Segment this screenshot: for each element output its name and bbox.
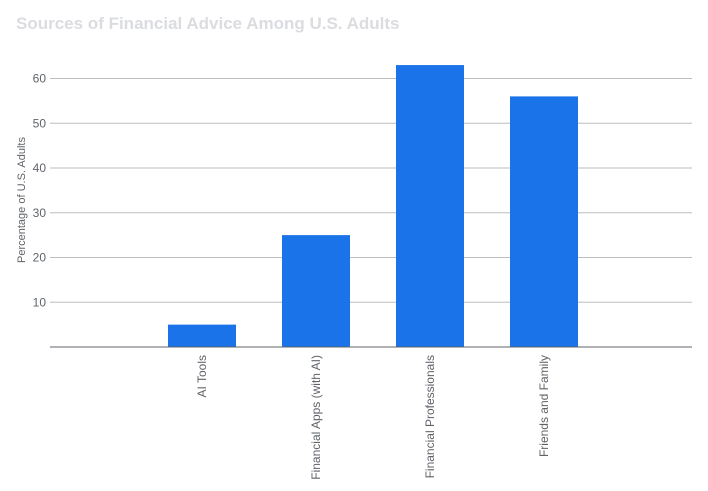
bar (282, 235, 350, 347)
bar (510, 96, 578, 348)
y-tick-label: 10 (33, 295, 47, 309)
y-tick-label: 20 (33, 251, 47, 265)
y-tick-label: 60 (33, 72, 47, 86)
x-tick-label: AI Tools (195, 355, 209, 397)
bar (168, 324, 236, 347)
y-tick-label: 50 (33, 116, 47, 130)
bars (168, 65, 578, 348)
y-tick-label: 40 (33, 161, 47, 175)
y-tick-label: 30 (33, 206, 47, 220)
x-tick-label: Financial Apps (with AI) (309, 355, 323, 480)
chart-title: Sources of Financial Advice Among U.S. A… (16, 14, 400, 33)
x-tick-label: Financial Professionals (423, 355, 437, 478)
x-tick-label: Friends and Family (537, 355, 551, 457)
gridlines (50, 78, 692, 303)
x-axis-ticks: AI Tools Financial Apps (with AI) Financia… (195, 355, 551, 480)
y-axis-ticks: 10 20 30 40 50 60 (33, 72, 47, 310)
bar (396, 65, 464, 347)
